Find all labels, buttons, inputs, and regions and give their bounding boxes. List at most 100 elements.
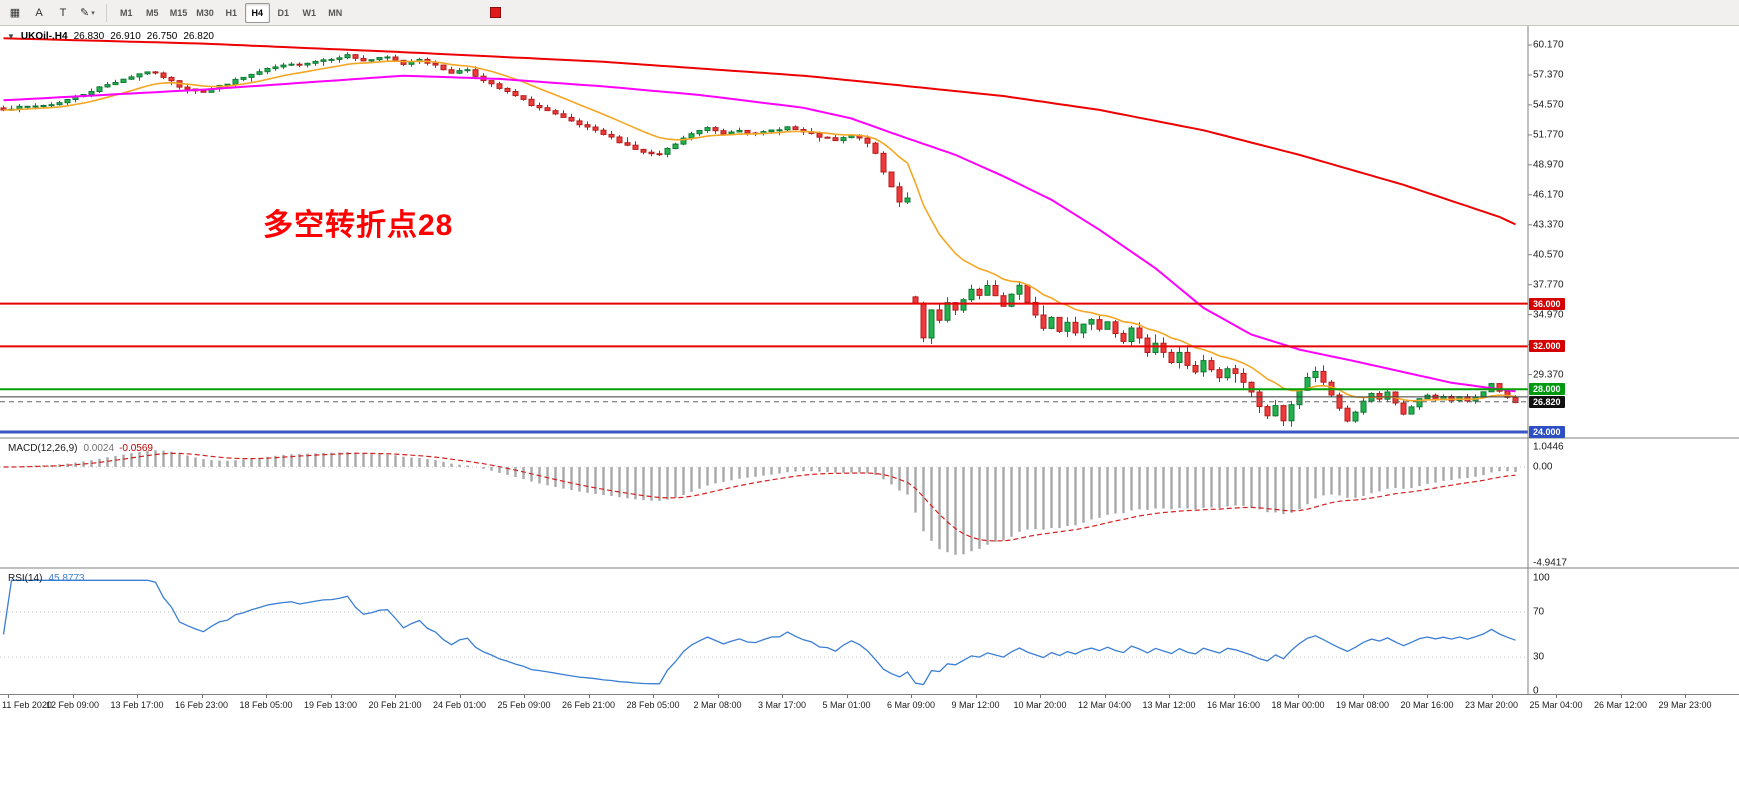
- time-axis-label: 28 Feb 05:00: [626, 700, 680, 710]
- time-axis-label: 25 Feb 09:00: [497, 700, 551, 710]
- symbol-label: UKOil-,H4: [20, 31, 68, 42]
- time-tick: [1040, 695, 1041, 698]
- time-axis-label: 18 Feb 05:00: [239, 700, 293, 710]
- horizontal-lines: [0, 302, 1528, 434]
- timeframe-m1[interactable]: M1: [114, 3, 139, 23]
- rsi-value: 45.8773: [48, 573, 85, 584]
- timeframe-w1[interactable]: W1: [297, 3, 322, 23]
- rsi-panel: [0, 579, 1528, 686]
- chart-region: 60.170 57.370 54.570 51.770 48.970 46.170 43.3…: [0, 26, 1739, 697]
- time-axis-label: 19 Mar 08:00: [1335, 700, 1390, 710]
- candlestick-series: [0, 52, 1519, 427]
- rsi-title: RSI(14): [8, 573, 43, 584]
- time-tick: [1233, 695, 1235, 698]
- timeframe-mn[interactable]: MN: [323, 3, 348, 23]
- timeframe-m15[interactable]: M15: [166, 3, 192, 23]
- time-tick: [588, 695, 590, 698]
- time-tick: [911, 695, 912, 698]
- time-tick: [1491, 695, 1493, 698]
- price-chart-canvas[interactable]: [0, 26, 1739, 694]
- time-axis-label: 11 Feb 2020: [2, 700, 52, 710]
- drawing-tools-group: ▦ A T ✎ ▾: [4, 3, 99, 23]
- time-tick: [8, 695, 9, 698]
- time-axis-label: 23 Mar 20:00: [1464, 700, 1519, 710]
- time-tick: [1169, 695, 1170, 698]
- time-axis-label: 12 Mar 04:00: [1077, 700, 1132, 710]
- time-tick: [1362, 695, 1364, 698]
- time-axis-label: 6 Mar 09:00: [886, 700, 936, 710]
- time-axis-label: 9 Mar 12:00: [951, 700, 1000, 710]
- timeframe-m30[interactable]: M30: [192, 3, 218, 23]
- moving-averages: [3, 37, 1516, 402]
- ma-magenta-line: [3, 74, 1516, 393]
- timeframe-group: M1 M5 M15 M30 H1 H4 D1 W1 MN: [114, 2, 348, 23]
- time-tick: [201, 695, 203, 698]
- ohlc-low: 26.750: [146, 31, 178, 42]
- panel-frame: [0, 26, 1739, 694]
- time-axis-label: 20 Feb 21:00: [368, 700, 422, 710]
- rsi-indicator-label: RSI(14) 45.8773: [8, 573, 85, 584]
- time-tick: [330, 695, 332, 698]
- time-tick: [266, 695, 267, 698]
- symbol-ohlc-line: ▼ UKOil-,H4 26.830 26.910 26.750 26.820: [7, 31, 214, 42]
- time-tick: [846, 695, 848, 698]
- time-tick: [653, 695, 654, 698]
- macd-signal-line: [3, 452, 1516, 542]
- time-axis-label: 26 Feb 21:00: [561, 700, 616, 710]
- macd-panel: [0, 450, 1528, 555]
- time-axis-label: 16 Feb 23:00: [174, 700, 229, 710]
- time-tick: [1556, 695, 1557, 698]
- ma-fast-line: [3, 60, 1516, 402]
- time-tick: [975, 695, 977, 698]
- trendline-tool-icon[interactable]: T: [52, 3, 74, 23]
- dropdown-arrow-icon: ▾: [91, 9, 95, 17]
- time-axis-label: 10 Mar 20:00: [1013, 700, 1067, 710]
- ma-red-line: [3, 37, 1516, 226]
- timeframe-d1[interactable]: D1: [271, 3, 296, 23]
- time-axis-label: 18 Mar 00:00: [1271, 700, 1325, 710]
- chart-text-annotation[interactable]: 多空转折点28: [263, 209, 454, 242]
- time-tick: [72, 695, 74, 698]
- timeframe-h1[interactable]: H1: [219, 3, 244, 23]
- ohlc-close: 26.820: [183, 31, 214, 42]
- toolbar: ▦ A T ✎ ▾ M1 M5 M15 M30 H1 H4 D1 W1 MN: [0, 0, 1739, 26]
- time-tick: [1427, 695, 1428, 698]
- time-tick: [1620, 695, 1622, 698]
- time-tick: [1104, 695, 1106, 698]
- ohlc-open: 26.830: [73, 31, 105, 42]
- timeframe-h4[interactable]: H4: [244, 2, 270, 23]
- time-axis-label: 2 Mar 08:00: [693, 700, 742, 710]
- time-scale[interactable]: 11 Feb 2020 12 Feb 09:00 13 Feb 17:00 16 Fe…: [0, 694, 1739, 791]
- chart-grid-icon[interactable]: ▦: [4, 3, 26, 23]
- time-tick: [524, 695, 525, 698]
- time-axis-label: 26 Mar 12:00: [1593, 700, 1648, 710]
- time-tick: [395, 695, 396, 698]
- time-tick: [137, 695, 138, 698]
- time-axis-label: 19 Feb 13:00: [303, 700, 358, 710]
- time-axis-label: 13 Mar 12:00: [1142, 700, 1196, 710]
- text-tool-icon[interactable]: A: [28, 3, 50, 23]
- macd-title: MACD(12,26,9): [8, 443, 78, 454]
- timeframe-m5[interactable]: M5: [140, 3, 165, 23]
- time-tick: [782, 695, 783, 698]
- time-axis-label: 24 Feb 01:00: [432, 700, 487, 710]
- time-tick: [717, 695, 719, 698]
- macd-signal-value: -0.0569: [119, 443, 153, 454]
- red-indicator-icon[interactable]: [489, 7, 501, 18]
- one-click-trading-icon[interactable]: ▼: [7, 32, 15, 41]
- ohlc-high: 26.910: [110, 31, 141, 42]
- time-axis-label: 25 Mar 04:00: [1529, 700, 1583, 710]
- time-tick: [459, 695, 461, 698]
- draw-tool-icon[interactable]: ✎ ▾: [76, 3, 99, 23]
- time-axis-label: 29 Mar 23:00: [1658, 700, 1712, 710]
- toolbar-separator: [105, 3, 107, 22]
- macd-indicator-label: MACD(12,26,9) 0.0024 -0.0569: [8, 443, 153, 454]
- time-axis-label: 13 Feb 17:00: [110, 700, 164, 710]
- time-axis-label: 12 Feb 09:00: [45, 700, 100, 710]
- time-axis-label: 3 Mar 17:00: [757, 700, 807, 710]
- time-axis-label: 20 Mar 16:00: [1400, 700, 1454, 710]
- macd-main-value: 0.0024: [83, 443, 115, 454]
- time-axis-label: 5 Mar 01:00: [822, 700, 871, 710]
- rsi-line: [2, 579, 1516, 686]
